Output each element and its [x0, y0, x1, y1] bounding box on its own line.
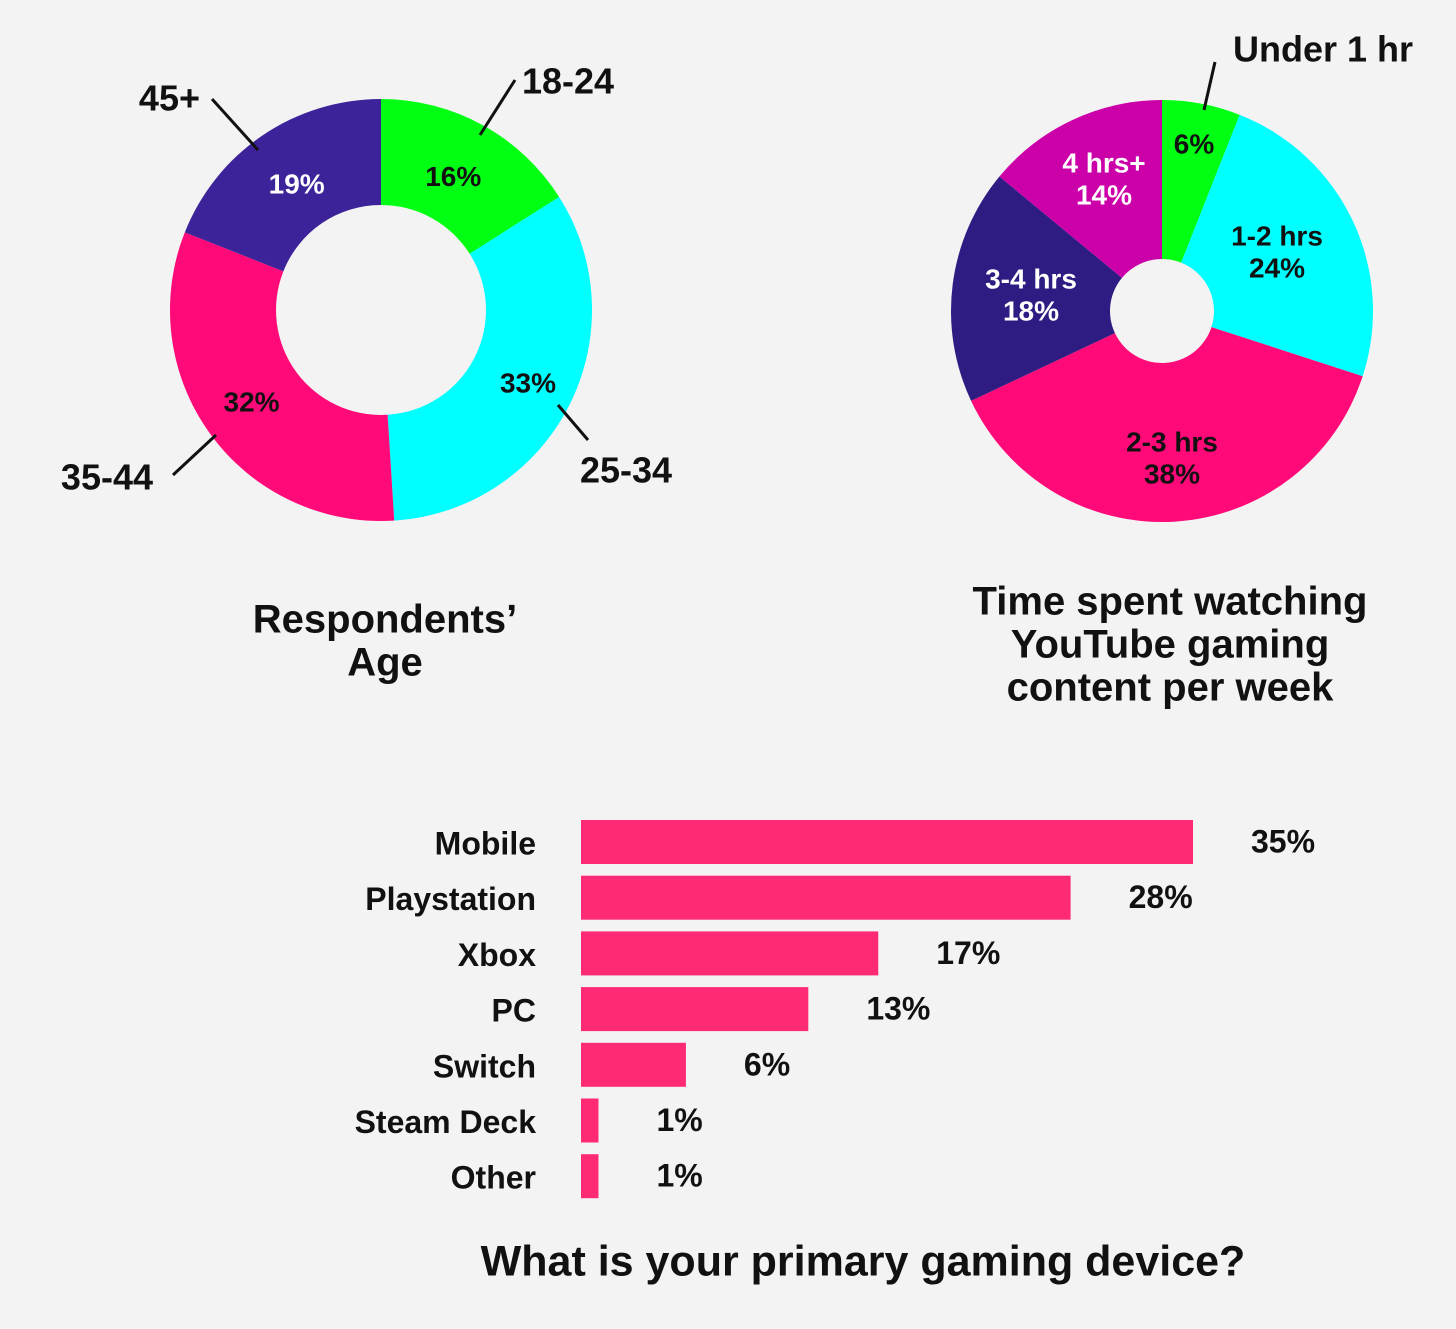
bar-category-label: Playstation: [365, 881, 536, 917]
time-value-label: 6%: [1174, 128, 1215, 159]
age-chart-title: Respondents’: [253, 598, 517, 642]
age-value-label: 33%: [500, 367, 556, 398]
age-slice-45: [184, 99, 381, 272]
bar-xbox: [581, 931, 879, 976]
time-slice-1-2-hrs: [1181, 114, 1374, 377]
age-category-label: 35-44: [61, 457, 153, 498]
bar-value-label: 1%: [656, 1158, 702, 1194]
age-slice-18-24: [381, 99, 560, 254]
time-chart-title: content per week: [1007, 666, 1335, 710]
bar-value-label: 35%: [1251, 823, 1315, 859]
age-chart-title: Age: [347, 641, 423, 685]
bar-value-label: 17%: [936, 935, 1000, 971]
bar-value-label: 28%: [1129, 879, 1193, 915]
time-slice-under-1-hr: [1162, 100, 1240, 263]
time-value-label: 38%: [1144, 458, 1200, 489]
bar-category-label: Other: [451, 1160, 536, 1196]
time-slice-4-hrs: [999, 100, 1162, 278]
bar-value-label: 1%: [656, 1102, 702, 1138]
bar-category-label: Mobile: [435, 825, 536, 861]
time-category-label: 4 hrs+: [1062, 147, 1145, 178]
age-category-label: 25-34: [580, 450, 672, 491]
bar-category-label: PC: [492, 993, 536, 1029]
age-slice-25-34: [387, 196, 592, 521]
time-value-label: 18%: [1003, 295, 1059, 326]
bar-mobile: [581, 820, 1193, 864]
time-value-label: 24%: [1249, 252, 1305, 283]
age-leader-line: [210, 97, 260, 152]
age-leader-line: [556, 404, 590, 441]
time-category-label: 2-3 hrs: [1126, 426, 1218, 457]
bar-pc: [581, 987, 809, 1032]
age-value-label: 32%: [224, 386, 280, 417]
time-category-label: 1-2 hrs: [1231, 220, 1323, 251]
time-slice-2-3-hrs: [971, 327, 1363, 523]
bar-other: [581, 1154, 599, 1199]
bar-steam-deck: [581, 1098, 599, 1143]
time-chart-title: YouTube gaming: [1011, 623, 1330, 667]
time-value-label: 14%: [1076, 179, 1132, 210]
bar-switch: [581, 1042, 686, 1087]
age-slice-35-44: [169, 232, 395, 521]
age-value-label: 16%: [425, 161, 481, 192]
age-leader-line: [171, 433, 218, 477]
time-leader-line: [1202, 61, 1217, 111]
bar-category-label: Switch: [433, 1048, 536, 1084]
age-donut-chart: 16% 33% 32% 19% 18-24 25-34 35-44 45+ Respondent…: [61, 61, 672, 685]
time-slice-3-4-hrs: [951, 176, 1122, 401]
bar-value-label: 6%: [744, 1046, 790, 1082]
time-category-label: 3-4 hrs: [985, 263, 1077, 294]
device-bar-chart: Mobile 35% Playstation 28% Xbox 17% PC 13% Switc…: [355, 820, 1315, 1285]
bar-category-label: Steam Deck: [355, 1104, 537, 1140]
bar-playstation: [581, 875, 1071, 920]
age-category-label: 45+: [139, 78, 200, 119]
time-chart-title: Time spent watching: [973, 580, 1368, 624]
age-value-label: 19%: [269, 168, 325, 199]
bar-value-label: 13%: [866, 991, 930, 1027]
bar-category-label: Xbox: [458, 937, 536, 973]
time-category-label: Under 1 hr: [1233, 29, 1413, 70]
age-leader-line: [478, 79, 517, 136]
device-chart-title: What is your primary gaming device?: [481, 1237, 1246, 1285]
age-category-label: 18-24: [522, 61, 614, 102]
